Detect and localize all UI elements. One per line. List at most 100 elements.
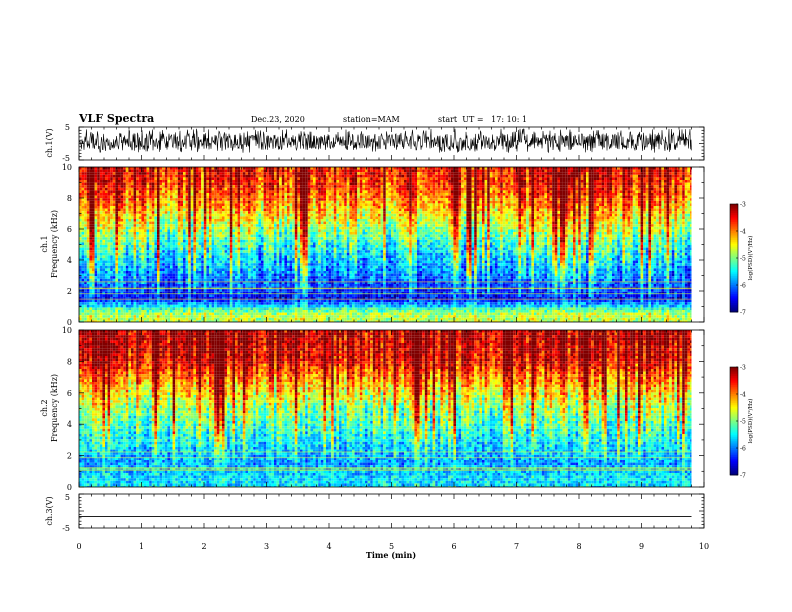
psd-cell [620, 175, 623, 178]
psd-cell [599, 183, 602, 186]
psd-cell [466, 201, 469, 204]
psd-cell [641, 185, 644, 188]
psd-cell [534, 175, 537, 178]
psd-cell [264, 211, 267, 214]
psd-cell [126, 201, 129, 204]
psd-cell [477, 193, 480, 196]
psd-cell [414, 198, 417, 201]
psd-cell [628, 193, 631, 196]
psd-cell [89, 206, 92, 209]
psd-cell [659, 206, 662, 209]
psd-cell [498, 185, 501, 188]
psd-cell [446, 183, 449, 186]
psd-cell [505, 185, 508, 188]
psd-cell [448, 201, 451, 204]
psd-cell [641, 183, 644, 186]
psd-cell [219, 206, 222, 209]
psd-cell [399, 198, 402, 201]
psd-cell [201, 170, 204, 173]
psd-cell [167, 198, 170, 201]
psd-cell [128, 185, 131, 188]
psd-cell [667, 198, 670, 201]
psd-cell [617, 170, 620, 173]
psd-cell [339, 209, 342, 212]
psd-cell [240, 185, 243, 188]
psd-cell [199, 203, 202, 206]
psd-cell [108, 196, 111, 199]
psd-cell [503, 175, 506, 178]
psd-cell [170, 180, 173, 183]
psd-cell [162, 172, 165, 175]
psd-cell [513, 172, 516, 175]
psd-cell [456, 172, 459, 175]
psd-cell [609, 203, 612, 206]
psd-cell [622, 188, 625, 191]
psd-cell [292, 183, 295, 186]
psd-cell [667, 183, 670, 186]
psd-cell [386, 203, 389, 206]
psd-cell [162, 214, 165, 217]
psd-cell [334, 198, 337, 201]
psd-cell [300, 209, 303, 212]
psd-cell [487, 206, 490, 209]
psd-cell [178, 211, 181, 214]
psd-cell [108, 185, 111, 188]
psd-cell [552, 196, 555, 199]
psd-cell [396, 206, 399, 209]
psd-cell [534, 209, 537, 212]
psd-cell [147, 183, 150, 186]
psd-cell [196, 180, 199, 183]
psd-cell [583, 188, 586, 191]
psd-cell [589, 177, 592, 180]
psd-cell [474, 206, 477, 209]
psd-cell [602, 211, 605, 214]
psd-cell [656, 175, 659, 178]
psd-cell [313, 177, 316, 180]
psd-cell [97, 209, 100, 212]
psd-cell [648, 201, 651, 204]
psd-cell [115, 185, 118, 188]
psd-cell [394, 170, 397, 173]
psd-cell [500, 180, 503, 183]
psd-cell [347, 211, 350, 214]
psd-cell [342, 190, 345, 193]
psd-cell [258, 198, 261, 201]
psd-cell [123, 170, 126, 173]
psd-cell [258, 177, 261, 180]
psd-cell [336, 185, 339, 188]
psd-cell [394, 196, 397, 199]
psd-cell [240, 196, 243, 199]
psd-cell [414, 211, 417, 214]
psd-cell [617, 172, 620, 175]
psd-cell [492, 175, 495, 178]
psd-cell [448, 211, 451, 214]
psd-cell [630, 201, 633, 204]
psd-cell [578, 177, 581, 180]
psd-cell [264, 193, 267, 196]
psd-cell [131, 201, 134, 204]
psd-cell [284, 193, 287, 196]
psd-cell [599, 196, 602, 199]
psd-cell [89, 170, 92, 173]
psd-cell [219, 198, 222, 201]
psd-cell [667, 172, 670, 175]
psd-cell [240, 170, 243, 173]
psd-cell [295, 185, 298, 188]
psd-cell [602, 185, 605, 188]
psd-cell [648, 183, 651, 186]
psd-cell [292, 172, 295, 175]
psd-cell [602, 196, 605, 199]
psd-cell [674, 177, 677, 180]
psd-cell [165, 180, 168, 183]
psd-cell [531, 188, 534, 191]
psd-cell [134, 185, 137, 188]
psd-cell [204, 185, 207, 188]
psd-cell [565, 175, 568, 178]
psd-cell [443, 180, 446, 183]
psd-cell [433, 183, 436, 186]
psd-cell [321, 172, 324, 175]
psd-cell [388, 209, 391, 212]
psd-cell [524, 206, 527, 209]
psd-cell [175, 203, 178, 206]
psd-cell [305, 209, 308, 212]
